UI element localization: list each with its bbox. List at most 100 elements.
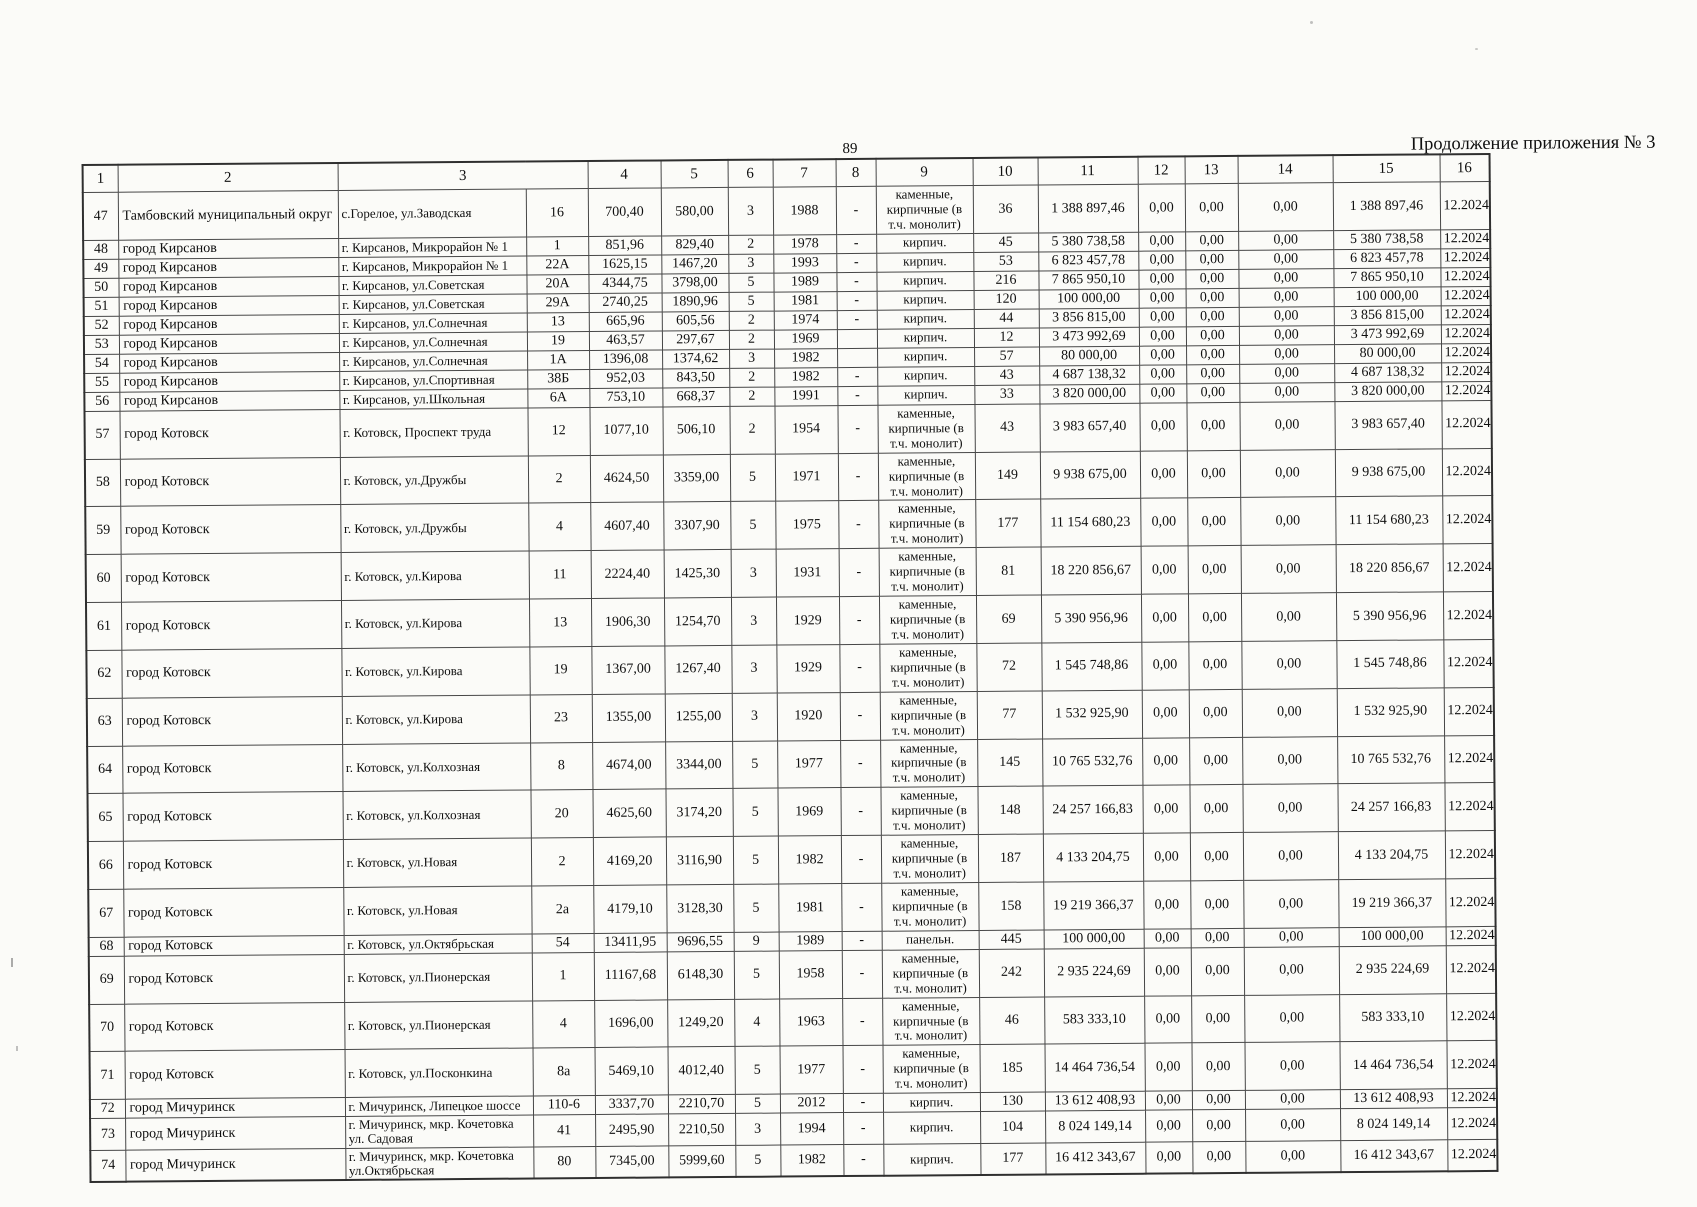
table-cell: город Котовск [123, 887, 344, 937]
table-cell: 54 [84, 354, 120, 374]
table-cell: 3 856 815,00 [1038, 308, 1139, 328]
table-cell: 1969 [773, 329, 838, 349]
table-cell: г. Котовск, ул.Кирова [340, 551, 529, 601]
table-cell: 5 [733, 950, 780, 999]
table-cell: 0,00 [1138, 269, 1186, 290]
table-cell: 12.2024 [1446, 1088, 1498, 1109]
table-cell: 1906,30 [590, 598, 665, 647]
table-cell: 0,00 [1184, 183, 1239, 232]
table-cell: 19 219 366,37 [1338, 878, 1446, 928]
table-cell: 16 412 343,67 [1340, 1139, 1448, 1173]
table-cell: 0,00 [1144, 1091, 1193, 1111]
table-cell: 2 [728, 234, 774, 255]
table-cell: - [841, 883, 882, 932]
table-cell: 753,10 [589, 387, 663, 408]
table-cell: каменные, кирпичные (в т.ч. монолит) [878, 547, 976, 597]
table-cell: 0,00 [1192, 1109, 1246, 1142]
table-cell: 0,00 [1144, 1043, 1192, 1092]
table-cell: 0,00 [1239, 382, 1335, 403]
table-cell: 36 [972, 185, 1039, 234]
table-cell: - [843, 1112, 884, 1145]
table-cell: 242 [978, 948, 1045, 998]
column-number-header: 6 [727, 159, 773, 188]
table-cell: 57 [974, 346, 1040, 367]
table-cell: 5 390 956,96 [1040, 594, 1142, 643]
table-cell: 4 [528, 502, 591, 552]
table-cell: 0,00 [1191, 1090, 1246, 1111]
table-cell: 4344,75 [588, 273, 662, 294]
table-cell: 506,10 [662, 406, 730, 455]
table-cell: 5 [729, 453, 776, 502]
table-cell: 2495,90 [595, 1114, 669, 1147]
table-cell: - [843, 1144, 884, 1177]
table-cell: - [838, 596, 880, 645]
table-cell: город Котовск [119, 409, 340, 459]
table-cell: 0,00 [1188, 689, 1243, 738]
table-cell: 1 545 748,86 [1336, 639, 1444, 689]
table-cell: - [836, 291, 877, 311]
table-cell: 4624,50 [589, 454, 664, 503]
table-cell: 19 219 366,37 [1043, 881, 1144, 930]
table-cell: город Кирсанов [118, 295, 339, 317]
table-cell: г. Мичуринск, мкр. Кочетовка ул.Октябрьс… [345, 1146, 534, 1181]
table-cell: 1696,00 [594, 999, 668, 1048]
table-cell: 0,00 [1186, 402, 1240, 451]
table-cell: 104 [980, 1111, 1046, 1144]
table-cell: г. Кирсанов, ул.Школьная [339, 388, 528, 410]
column-number-header: 7 [772, 159, 836, 188]
table-cell: 81 [975, 547, 1041, 596]
table-cell: 9696,55 [666, 932, 734, 952]
table-cell: 0,00 [1239, 363, 1335, 384]
table-cell: 0,00 [1238, 306, 1334, 327]
table-cell: кирпич. [882, 1092, 981, 1113]
table-cell: 2224,40 [590, 550, 664, 599]
table-cell: - [838, 548, 879, 597]
table-cell: 9 [733, 931, 779, 952]
table-cell: каменные, кирпичные (в т.ч. монолит) [881, 949, 980, 998]
table-cell: кирпич. [883, 1111, 981, 1145]
table-cell: - [835, 186, 877, 235]
table-cell: 69 [88, 955, 125, 1005]
table-cell: каменные, кирпичные (в т.ч. монолит) [879, 691, 978, 740]
table-cell: 3 [731, 644, 777, 694]
table-cell: 0,00 [1186, 364, 1240, 384]
table-cell: 12.2024 [1444, 830, 1496, 879]
table-cell: - [840, 787, 881, 836]
table-cell: 0,00 [1138, 250, 1186, 271]
table-cell: каменные, кирпичные (в т.ч. монолит) [880, 834, 979, 884]
table-cell: 11167,68 [593, 951, 668, 1001]
table-cell: 12.2024 [1444, 782, 1495, 831]
table-cell: 12.2024 [1441, 400, 1492, 449]
table-cell: 4674,00 [592, 741, 666, 790]
table-cell: 0,00 [1190, 928, 1244, 948]
table-cell: 20А [526, 274, 589, 294]
table-cell: 0,00 [1187, 497, 1241, 547]
table-cell: 9 938 675,00 [1039, 450, 1141, 500]
table-cell: 12.2024 [1444, 734, 1495, 784]
table-cell: 18 220 856,67 [1040, 546, 1141, 596]
table-cell: 4 133 204,75 [1337, 830, 1446, 880]
table-cell: 1982 [780, 1144, 844, 1177]
table-cell: г. Котовск, Проспект труда [339, 407, 528, 458]
table-cell: 1978 [773, 234, 837, 254]
table-cell: город Котовск [122, 791, 343, 842]
table-cell: 29А [526, 293, 589, 313]
table-cell: 177 [980, 1142, 1046, 1176]
table-cell: 43 [974, 403, 1040, 453]
table-cell: каменные, кирпичные (в т.ч. монолит) [881, 882, 979, 932]
table-cell: 1931 [775, 548, 839, 598]
continuation-title: Продолжение приложения № 3 [1410, 132, 1656, 155]
table-cell: каменные, кирпичные (в т.ч. монолит) [880, 786, 978, 836]
table-cell: город Кирсанов [118, 276, 339, 298]
table-cell: 13 [526, 312, 589, 332]
table-cell: 3 [727, 187, 774, 236]
table-cell: 23 [529, 694, 593, 743]
table-cell: 74 [90, 1149, 126, 1183]
table-cell: 50 [83, 278, 119, 298]
table-cell: кирпич. [876, 271, 974, 292]
table-cell: г. Кирсанов, ул.Спортивная [339, 369, 528, 391]
table-cell: 0,00 [1141, 689, 1190, 738]
table-cell: г. Котовск, ул.Колхозная [342, 790, 531, 840]
